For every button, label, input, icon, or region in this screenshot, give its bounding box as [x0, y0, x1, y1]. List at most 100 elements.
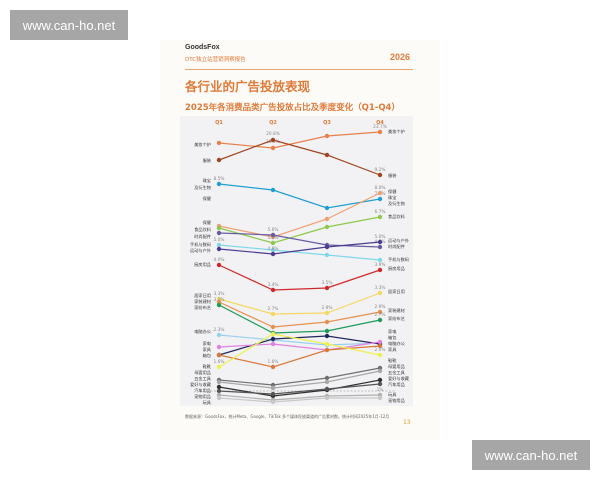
chart-area [180, 116, 413, 406]
data-label: 2.7% [268, 306, 279, 312]
chart-title: 2025年各消费品类广告投放占比及季度变化（Q1-Q4） [185, 103, 400, 113]
data-point [216, 246, 222, 252]
series-label-left: 家电 [203, 340, 212, 346]
data-point [216, 230, 222, 236]
data-point [324, 224, 330, 230]
data-label: 2.3% [214, 327, 225, 333]
data-point [377, 339, 383, 345]
data-label: 23.7% [373, 124, 387, 130]
data-label: 2.0% [375, 347, 386, 353]
data-label: 3.3% [214, 291, 225, 297]
series-line [218, 183, 381, 209]
x-tick-label: Q3 [323, 120, 331, 126]
data-label: 9.2% [375, 167, 386, 173]
series-label-left: 汽车用品 [194, 387, 211, 394]
series-label-right: 及衍生物 [388, 200, 405, 207]
series-label-left: 运动与户外 [190, 247, 212, 254]
series-label-right: 家电 [388, 328, 397, 334]
x-tick-label: Q1 [215, 120, 223, 126]
data-point [324, 319, 330, 325]
series-label-right: 美妆个护 [388, 128, 405, 135]
watermark-top-left: www.can-ho.net [10, 10, 128, 40]
data-point [377, 172, 383, 178]
series-label-right: 珠宝 [388, 194, 396, 201]
data-point [324, 328, 330, 334]
data-point [377, 309, 383, 315]
data-point [377, 267, 383, 273]
series-line [218, 333, 381, 368]
data-point [377, 196, 383, 202]
data-point [324, 395, 330, 401]
series-label-left: 手机与数码 [190, 241, 211, 248]
series-label-right: 汽车用品 [388, 381, 405, 388]
series-label-right: 厨房用品 [388, 265, 405, 272]
data-label: 20.8% [266, 131, 280, 137]
series-line [218, 304, 381, 334]
data-point [377, 317, 383, 323]
data-point [216, 352, 222, 358]
data-point [324, 310, 330, 316]
series-line [218, 292, 381, 315]
data-point [377, 381, 383, 387]
data-point [377, 214, 383, 220]
data-point [216, 262, 222, 268]
report-year: 2026 [390, 52, 411, 62]
data-point [216, 140, 222, 146]
data-point [270, 145, 276, 151]
series-label-right: 食品饮料 [388, 213, 406, 220]
series-label-left: 母婴用品 [194, 370, 211, 376]
series-label-right: 家装建材 [388, 307, 405, 314]
data-point [216, 364, 222, 370]
data-point [270, 251, 276, 257]
series-line [218, 397, 380, 403]
data-point [270, 385, 276, 391]
data-label: 3.4% [268, 282, 279, 288]
data-point [377, 257, 383, 263]
series-label-right: 电脑办公 [388, 340, 406, 347]
data-point [216, 384, 222, 390]
series-label-left: 家具 [203, 346, 212, 353]
data-label: 5.6% [268, 227, 279, 233]
data-label: 1.6% [268, 359, 279, 365]
series-label-left: 美妆个护 [194, 141, 211, 148]
series-line [218, 241, 381, 255]
data-point [324, 285, 330, 291]
series-label-left: 家纺布艺 [194, 304, 211, 311]
data-point [270, 311, 276, 317]
data-label: 3.1% [214, 297, 225, 303]
data-point [324, 244, 330, 250]
data-label: 2.7% [375, 312, 386, 318]
data-source-note: 数据来源：GoodsFox，统计Meta、Google、TikTok 多个媒体投… [185, 414, 390, 419]
data-label: 8.0% [375, 185, 386, 191]
data-point [377, 377, 383, 383]
data-point [270, 399, 276, 405]
data-point [270, 341, 276, 347]
brand-logo: GoodsFox [185, 44, 220, 51]
data-point [324, 341, 330, 347]
data-label: 2.9% [375, 304, 386, 310]
watermark-bottom-right: www.can-ho.net [472, 440, 590, 470]
data-point [270, 364, 276, 370]
series-line [218, 383, 381, 395]
series-label-right: 时尚配件 [388, 243, 405, 250]
series-label-right: 服装 [388, 172, 397, 179]
data-point [377, 368, 383, 374]
data-point [324, 379, 330, 385]
data-point [377, 290, 383, 296]
data-point [270, 324, 276, 330]
data-label: 5.0% [214, 237, 225, 243]
series-label-left: 厨房用品 [194, 261, 211, 268]
series-label-left: 玩具 [203, 400, 212, 406]
series-label-right: 家具 [388, 346, 397, 353]
data-label: 1% [377, 387, 384, 393]
series-label-right: 母婴用品 [388, 364, 405, 370]
x-tick-label: Q2 [269, 120, 277, 126]
x-tick-label: Q4 [376, 120, 384, 126]
data-label: 3.9% [375, 262, 386, 268]
data-point [216, 332, 222, 338]
data-point [324, 205, 330, 211]
data-point [216, 157, 222, 163]
series-label-right: 宠物用品 [388, 397, 405, 404]
data-label: 5.2% [268, 235, 279, 241]
